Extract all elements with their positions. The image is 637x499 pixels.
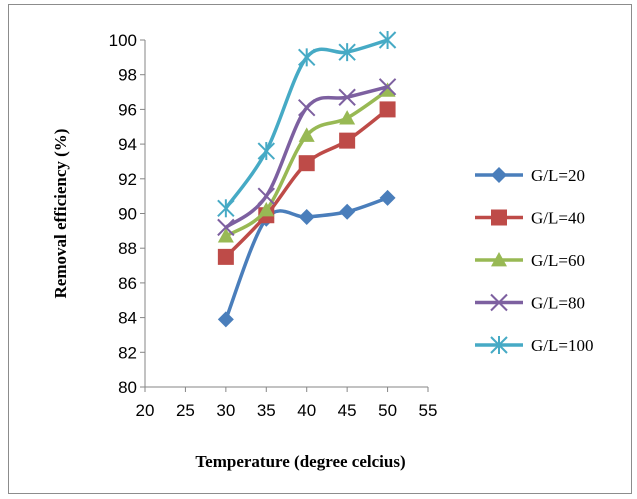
x-tick-label: 25 bbox=[176, 401, 195, 420]
data-point bbox=[298, 155, 315, 172]
y-tick-label: 88 bbox=[118, 239, 137, 258]
plot-area bbox=[217, 31, 397, 328]
data-point bbox=[217, 311, 234, 328]
data-point bbox=[257, 187, 275, 205]
data-point-stroke bbox=[338, 88, 356, 106]
y-tick-label: 94 bbox=[118, 135, 137, 154]
data-point bbox=[378, 78, 397, 96]
data-point bbox=[339, 203, 356, 220]
legend-entry: G/L=100 bbox=[475, 336, 593, 355]
data-point bbox=[379, 82, 396, 97]
y-tick-label: 84 bbox=[118, 309, 137, 328]
legend-label: G/L=60 bbox=[531, 251, 585, 270]
x-tick-label: 30 bbox=[216, 401, 235, 420]
chart-frame bbox=[8, 4, 632, 494]
legend-label: G/L=80 bbox=[531, 294, 585, 313]
series-3 bbox=[217, 82, 396, 243]
series-4 bbox=[217, 78, 397, 237]
data-point bbox=[339, 132, 356, 149]
data-point bbox=[217, 248, 234, 265]
data-point bbox=[257, 142, 275, 161]
x-tick-label: 40 bbox=[297, 401, 316, 420]
data-point bbox=[258, 202, 275, 217]
x-axis-title: Temperature (degree celcius) bbox=[195, 452, 405, 471]
series-1 bbox=[217, 189, 396, 328]
series-line bbox=[224, 38, 389, 210]
data-point bbox=[379, 101, 396, 118]
legend-entry: G/L=80 bbox=[475, 294, 585, 313]
series-2 bbox=[217, 101, 396, 265]
data-point bbox=[217, 199, 235, 218]
data-point bbox=[217, 228, 234, 243]
data-point bbox=[378, 31, 397, 49]
y-axis-title: Removal efficiency (%) bbox=[51, 129, 70, 299]
data-point bbox=[338, 88, 356, 106]
y-tick-label: 98 bbox=[118, 66, 137, 85]
x-tick-label: 55 bbox=[419, 401, 438, 420]
legend-label: G/L=100 bbox=[531, 336, 593, 355]
legend-marker bbox=[491, 209, 507, 226]
y-tick-label: 92 bbox=[118, 170, 137, 189]
data-point-stroke bbox=[217, 218, 235, 237]
y-tick-label: 90 bbox=[118, 205, 137, 224]
data-point-stroke bbox=[298, 98, 316, 117]
data-point bbox=[298, 208, 315, 225]
legend-entry: G/L=60 bbox=[475, 251, 585, 270]
y-tick-label: 96 bbox=[118, 100, 137, 119]
y-tick-label: 82 bbox=[118, 343, 137, 362]
x-tick-label: 45 bbox=[338, 401, 357, 420]
data-point bbox=[217, 218, 235, 237]
legend-marker-stroke bbox=[490, 293, 508, 312]
x-tick-label: 50 bbox=[378, 401, 397, 420]
y-tick-labels: 80 82 84 86 88 90 92 94 96 98 100 bbox=[109, 31, 137, 397]
legend-label: G/L=20 bbox=[531, 166, 585, 185]
y-tick-label: 86 bbox=[118, 274, 137, 293]
legend-marker bbox=[491, 167, 507, 183]
legend-marker bbox=[490, 293, 508, 312]
y-tick-label: 80 bbox=[118, 378, 137, 397]
data-point bbox=[379, 189, 396, 206]
legend-label: G/L=40 bbox=[531, 209, 585, 228]
data-point bbox=[339, 110, 356, 125]
legend-marker bbox=[491, 252, 507, 267]
legend: G/L=20 G/L=40 G/L=60 G/L=80 G/L=100 bbox=[475, 166, 593, 355]
legend-entry: G/L=20 bbox=[475, 166, 585, 185]
data-point-stroke bbox=[257, 187, 275, 205]
x-tick-label: 20 bbox=[136, 401, 155, 420]
data-point-stroke bbox=[378, 78, 397, 96]
axes bbox=[140, 39, 429, 392]
series-5 bbox=[217, 31, 397, 218]
data-point bbox=[298, 48, 316, 67]
data-point bbox=[338, 43, 356, 62]
x-tick-labels: 20 25 30 35 40 45 50 55 bbox=[136, 401, 438, 420]
x-tick-label: 35 bbox=[257, 401, 276, 420]
data-point bbox=[298, 127, 315, 142]
y-tick-label: 100 bbox=[109, 31, 137, 50]
legend-marker bbox=[490, 336, 508, 354]
data-point bbox=[298, 98, 316, 117]
legend-entry: G/L=40 bbox=[475, 209, 585, 228]
